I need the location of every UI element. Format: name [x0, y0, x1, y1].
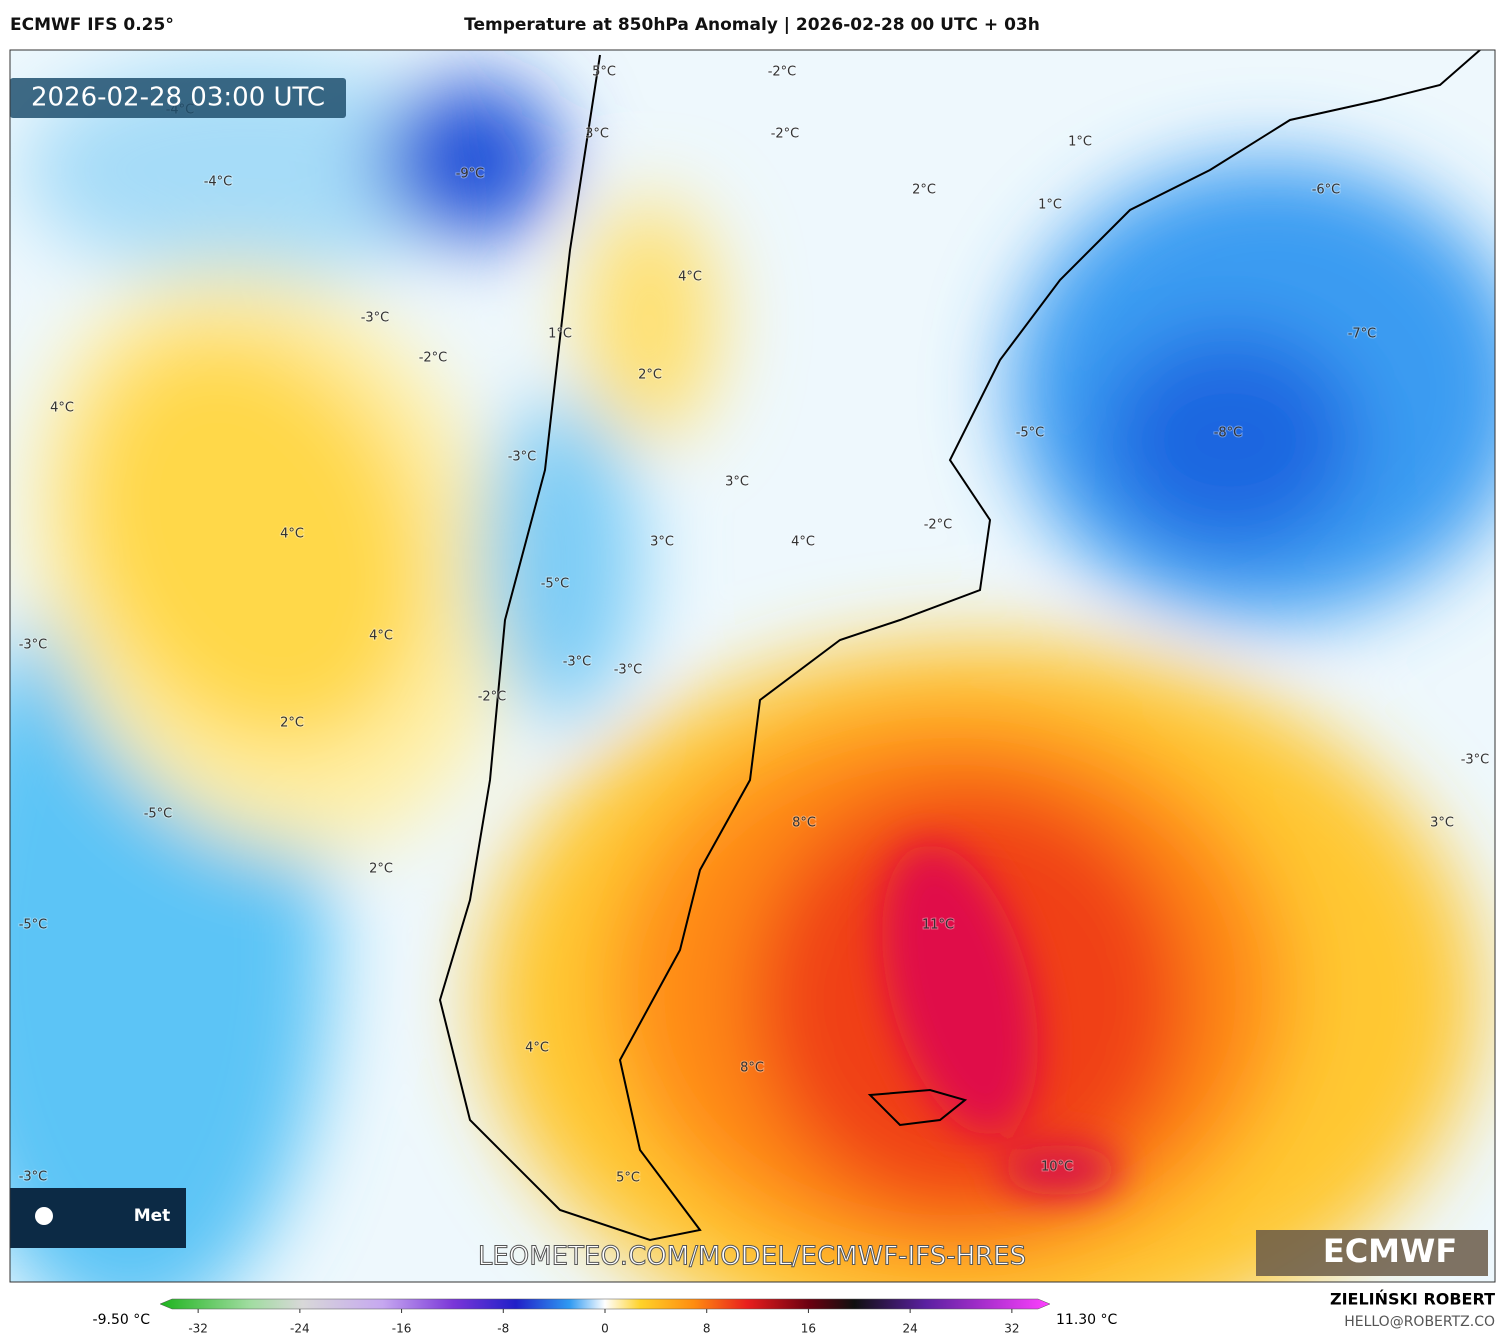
brand: ECMWF: [1323, 1232, 1457, 1270]
contour-label: -5°C: [541, 577, 570, 592]
contour-label: -7°C: [1348, 327, 1377, 342]
contour-label: -5°C: [19, 918, 48, 933]
author: ZIELIŃSKI ROBERT: [1330, 1290, 1495, 1309]
colorbar: -32 -24 -16 -8 0 8 16 24 32: [159, 1298, 1051, 1336]
contour-label: -2°C: [771, 127, 800, 142]
contour-label: -3°C: [563, 655, 592, 670]
contour-label: 8°C: [740, 1061, 764, 1076]
model-name: ECMWF IFS 0.25°: [10, 15, 174, 35]
contact: HELLO@ROBERTZ.CO: [1344, 1314, 1495, 1330]
colorbar-strip: [159, 1298, 1051, 1310]
contour-label: -3°C: [19, 1170, 48, 1185]
contour-label: 2°C: [912, 183, 936, 198]
contour-label: -2°C: [924, 518, 953, 533]
logo-text: Met: [134, 1206, 171, 1226]
contour-label: 3°C: [1430, 816, 1454, 831]
colorbar-tick-label: -16: [392, 1322, 412, 1336]
contour-label: 11°C: [922, 918, 954, 933]
contour-label: 3°C: [650, 535, 674, 550]
contour-label: -2°C: [478, 690, 507, 705]
contour-label: -9°C: [456, 167, 485, 182]
contour-label: 1°C: [548, 327, 572, 342]
contour-label: 4°C: [280, 527, 304, 542]
colorbar-max: 11.30 °C: [1056, 1312, 1118, 1328]
contour-label: 4°C: [525, 1041, 549, 1056]
contour-label: -3°C: [614, 663, 643, 678]
colorbar-tick-label: -8: [497, 1322, 509, 1336]
contour-label: 10°C: [1041, 1160, 1073, 1175]
contour-label: 3°C: [585, 127, 609, 142]
timestamp-box: [10, 78, 346, 118]
temperature-core: [882, 843, 1120, 1195]
colorbar-tick-label: -24: [290, 1322, 310, 1336]
contour-label: 5°C: [592, 65, 616, 80]
map-title: Temperature at 850hPa Anomaly | 2026-02-…: [464, 15, 1040, 35]
contour-label: 8°C: [792, 816, 816, 831]
colorbar-tick-label: 32: [1004, 1322, 1019, 1336]
colorbar-tick-label: 24: [903, 1322, 918, 1336]
contour-label: -3°C: [361, 311, 390, 326]
contour-label: -5°C: [144, 807, 173, 822]
contour-labels: 5°C-2°C-4°C3°C-2°C-9°C-4°C1°C2°C1°C-6°C4…: [18, 64, 1491, 1187]
contour-label: -2°C: [768, 65, 797, 80]
contour-label: -3°C: [19, 638, 48, 653]
contour-label: -5°C: [1016, 426, 1045, 441]
map: 5°C-2°C-4°C3°C-2°C-9°C-4°C1°C2°C1°C-6°C4…: [10, 50, 1495, 1282]
colorbar-tick-label: 16: [801, 1322, 816, 1336]
contour-label: 1°C: [1038, 198, 1062, 213]
colorbar-tick-label: 8: [703, 1322, 711, 1336]
contour-label: -2°C: [419, 351, 448, 366]
brand-box: [1256, 1230, 1488, 1276]
colorbar-min: -9.50 °C: [93, 1312, 151, 1328]
contour-label: -8°C: [1214, 426, 1243, 441]
contour-label: -4°C: [204, 175, 233, 190]
contour-label: -6°C: [1312, 183, 1341, 198]
contour-label: 1°C: [1068, 135, 1092, 150]
coastline: [438, 50, 1481, 1242]
islands: [867, 1088, 968, 1127]
contour-label: 2°C: [638, 368, 662, 383]
timestamp: 2026-02-28 03:00 UTC: [31, 83, 325, 113]
colorbar-tick-label: -32: [188, 1322, 208, 1336]
contour-label: -3°C: [508, 450, 537, 465]
sun-icon: [35, 1207, 53, 1225]
contour-label: 4°C: [678, 270, 702, 285]
contour-label: 4°C: [369, 629, 393, 644]
contour-label: 2°C: [280, 716, 304, 731]
contour-label: 4°C: [50, 401, 74, 416]
colorbar-tick-label: 0: [601, 1322, 609, 1336]
contour-label: -3°C: [1461, 753, 1490, 768]
contour-label: 3°C: [725, 475, 749, 490]
contour-label: 5°C: [616, 1171, 640, 1186]
watermark: LEOMETEO.COM/MODEL/ECMWF-IFS-HRES: [478, 1242, 1026, 1272]
map-frame: [9, 49, 1496, 1283]
contour-label: 4°C: [791, 535, 815, 550]
contour-label: 2°C: [369, 862, 393, 877]
